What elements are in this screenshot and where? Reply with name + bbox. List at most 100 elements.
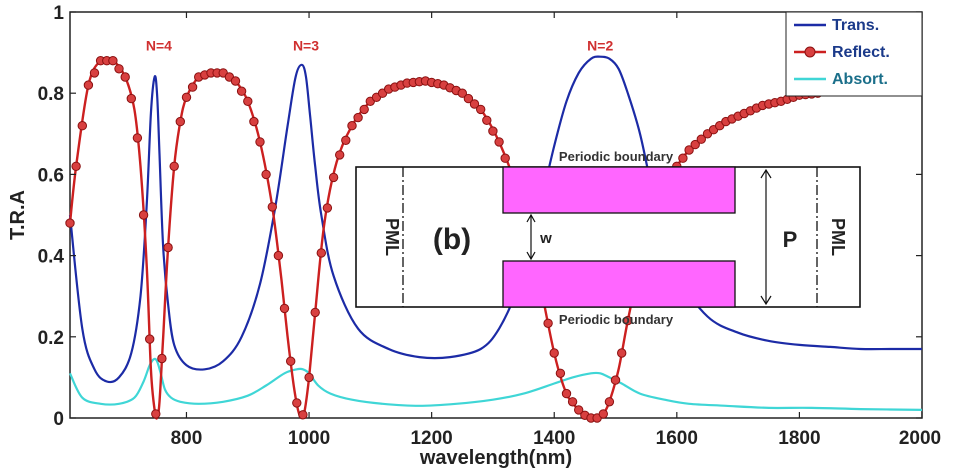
reflect-point-30 (249, 116, 259, 127)
reflect-point-32 (261, 169, 271, 180)
top-boundary-label: Periodic boundary (559, 149, 674, 164)
metal-block-bottom (502, 260, 736, 308)
reflect-point-41 (316, 248, 326, 258)
reflect-point-88 (604, 397, 615, 407)
series-layer (65, 55, 923, 423)
reflect-point-87 (598, 409, 608, 419)
series-line-2 (69, 357, 923, 411)
reflect-point-40 (310, 307, 320, 318)
reflect-point-9 (120, 72, 130, 82)
reflect-point-37 (292, 398, 302, 408)
reflect-point-81 (561, 388, 572, 399)
reflect-point-3 (83, 80, 94, 90)
y-tick-label-3: 0.6 (38, 165, 64, 186)
reflect-point-70 (494, 137, 504, 147)
reflect-point-82 (567, 397, 578, 407)
reflect-point-100 (678, 153, 688, 163)
bottom-boundary-label: Periodic boundary (559, 312, 674, 327)
reflect-point-90 (617, 348, 627, 358)
reflect-point-42 (322, 203, 333, 213)
reflect-point-27 (230, 76, 241, 86)
annotation-0: N=4 (146, 38, 172, 54)
pml-right-label: PML (828, 218, 848, 256)
reflect-point-36 (286, 356, 296, 366)
reflect-point-18 (175, 116, 186, 127)
y-axis-title: T.R.A (7, 190, 29, 240)
reflect-point-15 (157, 353, 167, 364)
inset-panel-label: (b) (433, 223, 471, 256)
reflect-point-38 (298, 410, 308, 420)
legend-label-0: Trans. (832, 17, 879, 34)
x-axis: 800 1000 1200 1400 1600 1800 2000 (171, 12, 941, 449)
reflect-point-64 (457, 88, 467, 98)
pml-left-label: PML (382, 218, 402, 256)
reflect-point-65 (463, 93, 474, 104)
x-tick-label-5: 1800 (778, 428, 820, 449)
x-tick-label-3: 1400 (533, 428, 575, 449)
reflect-point-78 (543, 318, 553, 328)
y-tick-label-4: 0.8 (38, 84, 64, 105)
legend-label-1: Reflect. (832, 44, 890, 61)
reflect-point-14 (151, 409, 161, 419)
reflect-point-20 (187, 82, 198, 92)
reflect-point-7 (108, 56, 118, 66)
reflect-point-79 (549, 348, 559, 358)
reflect-point-68 (482, 115, 492, 126)
reflect-point-10 (126, 93, 137, 104)
x-tick-label-2: 1200 (410, 428, 452, 449)
reflect-point-67 (476, 104, 486, 115)
annotations: N=4 N=3 N=2 (146, 38, 614, 54)
metal-block-top (502, 166, 736, 214)
reflect-point-12 (138, 210, 149, 220)
series-absort (69, 357, 923, 411)
reflect-point-2 (77, 121, 88, 131)
reflect-point-91 (623, 315, 633, 326)
legend-label-2: Absort. (832, 71, 888, 88)
y-tick-label-2: 0.4 (38, 247, 65, 268)
reflect-point-1 (71, 161, 81, 172)
annotation-2: N=2 (587, 38, 613, 54)
period-arrow-head-top (760, 168, 772, 179)
reflect-point-102 (690, 139, 700, 150)
reflect-point-13 (145, 334, 155, 344)
gap-label: w (539, 230, 552, 247)
reflect-point-33 (267, 202, 277, 212)
reflect-point-103 (696, 134, 706, 144)
annotation-1: N=3 (293, 38, 319, 54)
reflect-point-19 (181, 92, 192, 103)
reflect-point-17 (169, 161, 179, 172)
legend: Trans. Reflect. Absort. (785, 11, 923, 97)
reflect-point-35 (279, 303, 290, 314)
reflect-point-44 (335, 150, 345, 160)
period-label: P (783, 227, 798, 252)
x-tick-label-0: 800 (171, 428, 203, 449)
x-tick-label-1: 1000 (288, 428, 330, 449)
reflect-point-47 (353, 112, 363, 123)
reflect-point-89 (610, 375, 621, 385)
legend-marker-1 (804, 46, 816, 58)
reflect-point-46 (347, 121, 357, 131)
inset-schematic: Periodic boundary Periodic boundary (b) … (355, 149, 861, 327)
reflect-point-101 (684, 145, 694, 155)
reflect-point-16 (163, 242, 173, 253)
reflect-point-83 (574, 405, 584, 415)
y-tick-label-0: 0 (53, 409, 64, 430)
reflect-point-39 (304, 372, 314, 383)
reflect-point-29 (243, 96, 253, 107)
gap-arrow-head-bottom (526, 251, 536, 261)
reflect-point-71 (500, 153, 510, 163)
x-tick-label-4: 1600 (656, 428, 698, 449)
reflect-point-45 (341, 135, 351, 146)
reflect-point-69 (488, 126, 498, 136)
x-axis-title: wavelength(nm) (419, 447, 572, 469)
x-tick-label-6: 2000 (899, 428, 941, 449)
reflect-point-28 (236, 86, 247, 96)
period-arrow-head-bottom (760, 295, 772, 306)
gap-arrow-head-top (526, 213, 536, 223)
y-tick-label-5: 1 (53, 3, 64, 24)
reflect-point-34 (273, 250, 284, 261)
reflect-point-0 (65, 218, 75, 228)
reflect-point-31 (255, 137, 265, 147)
reflect-point-4 (89, 68, 100, 78)
